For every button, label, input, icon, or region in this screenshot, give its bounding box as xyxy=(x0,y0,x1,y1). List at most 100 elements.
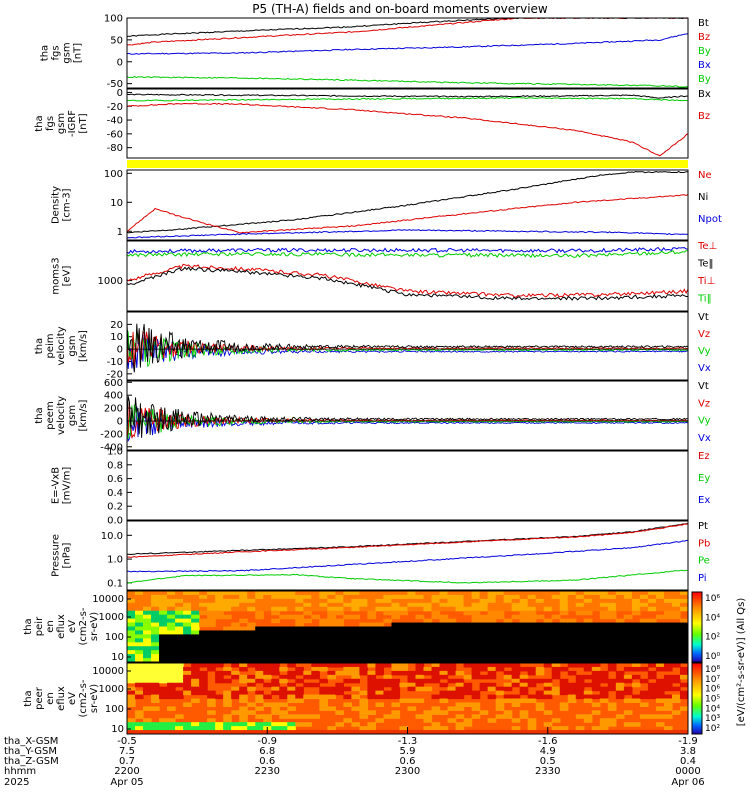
series-group xyxy=(127,396,688,443)
ytick-label: 1000 xyxy=(98,276,123,287)
series-group xyxy=(127,322,688,373)
ytick-label: 0.8 xyxy=(107,460,123,471)
series-line-black xyxy=(127,266,688,301)
panel-frame xyxy=(126,590,689,663)
ytick-label: -10 xyxy=(107,357,123,368)
ytick-label: -200 xyxy=(100,429,123,440)
ylabel-line: -IGRF xyxy=(67,110,78,137)
panel-frame xyxy=(126,450,689,521)
ylabel-line: tha xyxy=(34,115,45,131)
series-line-green xyxy=(127,329,688,368)
ylabel-line: en xyxy=(45,692,56,705)
ylabel-line: [km/s] xyxy=(78,330,89,362)
ytick-label: 10 xyxy=(110,332,123,343)
xtick-label: 0.7 xyxy=(119,756,135,767)
series-line-blue xyxy=(127,246,688,254)
ylabel-line: (cm2-s- xyxy=(78,679,89,717)
colorbar-tick: 10⁶ xyxy=(705,685,720,695)
legend-entry: Ti‖ xyxy=(697,294,712,305)
ytick-label: 1 xyxy=(117,227,123,238)
xaxis-row-label: hhmm xyxy=(4,766,36,777)
ylabel-line: [mV/m] xyxy=(62,467,73,505)
colorbar-tick: 10⁵ xyxy=(705,695,720,705)
legend-entry: Ni xyxy=(698,192,708,203)
ytick-label: -80 xyxy=(107,143,123,154)
series-line-blue xyxy=(127,334,688,369)
ylabel-line: tha xyxy=(34,407,45,423)
ylabel-line: eV xyxy=(67,692,78,705)
ytick-label: 200 xyxy=(104,404,123,415)
colorbar-tick: 10³ xyxy=(705,714,720,724)
ylabel-line: en xyxy=(45,620,56,633)
xtick-label: 0000 xyxy=(675,766,700,777)
xaxis-row-label: 2025 xyxy=(4,777,29,788)
colorbar-tick: 10⁴ xyxy=(705,704,720,714)
ylabel-line: eflux xyxy=(56,686,67,711)
ylabel-line: [nT] xyxy=(78,113,89,133)
series-line-black xyxy=(127,18,688,38)
series-line-black xyxy=(127,322,688,373)
series-line-red xyxy=(127,193,688,234)
legend-entry: Ez xyxy=(698,451,710,462)
ylabel-line: gsm xyxy=(67,405,78,426)
series-group xyxy=(127,170,688,239)
ylabel-line: tha xyxy=(34,338,45,354)
ylabel-line: peir xyxy=(34,616,45,636)
ylabel-line: fgs xyxy=(51,45,62,60)
series-line-red xyxy=(127,18,688,46)
ylabel-line: Pressure xyxy=(51,534,62,577)
colorbar-tick: 10⁶ xyxy=(705,594,720,604)
ytick-label: 0 xyxy=(117,345,123,356)
ylabel-line: peer xyxy=(34,686,45,710)
spectrogram-cells xyxy=(127,663,688,734)
ylabel-line: tha xyxy=(23,690,34,706)
xtick-label: 2200 xyxy=(114,766,139,777)
ytick-label: 400 xyxy=(104,391,123,402)
legend-entry: Pb xyxy=(698,538,710,549)
ytick-label: 1.0 xyxy=(107,555,123,566)
ytick-label: 10000 xyxy=(92,666,124,677)
xtick-label: 2300 xyxy=(395,766,420,777)
ytick-label: 1000 xyxy=(99,612,124,623)
ytick-label: 100 xyxy=(104,169,123,180)
xtick-label: 0.5 xyxy=(540,756,556,767)
series-line-blue xyxy=(127,33,688,55)
xaxis-row-label: tha_Y-GSM xyxy=(4,746,57,757)
series-line-green xyxy=(127,250,688,259)
legend-entry: Ti⊥ xyxy=(697,276,715,287)
series-line-red xyxy=(127,102,688,157)
ylabel-line: moms3 xyxy=(51,257,62,294)
series-group xyxy=(127,93,688,157)
legend-entry: Npot xyxy=(698,214,722,225)
legend-entry: Bt xyxy=(698,18,709,29)
legend-entry: Te⊥ xyxy=(697,241,717,252)
panel-density: 100 10 1 Density [cm-3] Ne Ni Npot xyxy=(51,169,722,241)
ytick-label: -400 xyxy=(100,442,123,453)
colorbar-tick: 10² xyxy=(705,724,720,734)
xtick-label: 6.8 xyxy=(259,746,275,757)
series-line-red xyxy=(127,263,688,298)
panel-frame xyxy=(126,169,689,241)
ytick-label: 100 xyxy=(105,704,124,715)
ylabel-line: gsm xyxy=(62,42,73,63)
ytick-label: -50 xyxy=(107,79,123,90)
colorbar-tick: 10⁸ xyxy=(705,665,720,675)
legend-entry: Bx xyxy=(698,89,711,100)
legend-entry: Te‖ xyxy=(697,259,714,270)
panel-frame xyxy=(126,240,689,312)
series-line-green xyxy=(127,76,688,88)
ylabel-line: velocity xyxy=(56,396,67,435)
legend-entry: Vz xyxy=(698,398,710,409)
series-line-green xyxy=(127,96,688,102)
panel-fgs: 100 50 0 -50 tha fgs gsm [nT] Bt Bz By Bx By xyxy=(40,14,711,91)
ytick-label: 600 xyxy=(104,378,123,389)
ytick-label: -20 xyxy=(107,369,123,380)
ylabel-line: [eV] xyxy=(62,266,73,287)
xtick-label: 0.6 xyxy=(259,756,275,767)
xtick-label: 7.5 xyxy=(119,746,135,757)
ylabel-line: [cm-3] xyxy=(62,188,73,221)
panel-frame xyxy=(126,380,689,451)
ylabel-line: gsm xyxy=(67,335,78,356)
legend-entry: Vz xyxy=(698,329,710,340)
legend-entry: Vx xyxy=(698,363,711,374)
